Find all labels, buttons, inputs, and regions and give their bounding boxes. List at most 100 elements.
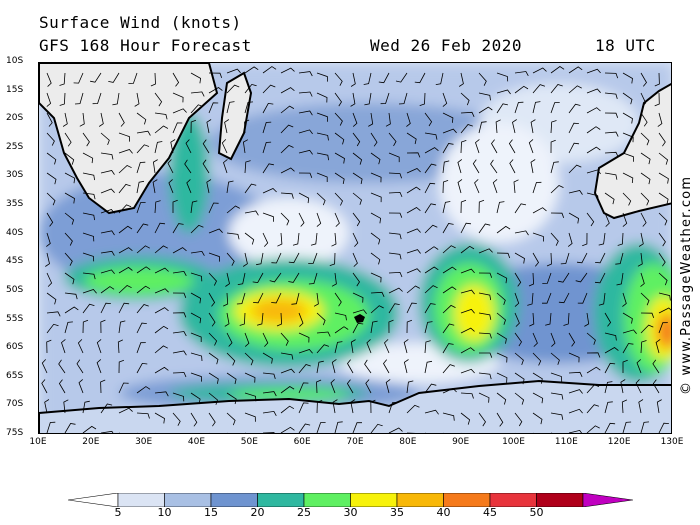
wind-barb	[638, 232, 644, 247]
wind-barb	[496, 272, 508, 284]
wind-barb	[551, 432, 553, 433]
legend-label: 40	[436, 506, 451, 519]
wind-barb	[460, 368, 475, 374]
wind-barb	[298, 172, 313, 178]
wind-barb	[622, 192, 632, 206]
wind-barb	[172, 292, 187, 298]
legend-swatch	[117, 492, 165, 508]
wind-barb	[496, 252, 511, 259]
wind-map[interactable]	[38, 62, 672, 434]
wind-barb	[316, 112, 328, 122]
wind-barb	[331, 272, 337, 287]
wind-barb	[532, 67, 547, 74]
wind-barb	[172, 108, 187, 114]
wind-barb	[128, 72, 138, 84]
wind-barb	[185, 139, 192, 154]
wind-barb	[492, 179, 498, 194]
wind-barb	[334, 172, 345, 184]
lat-label: 10S	[6, 56, 24, 66]
wind-barb	[406, 228, 421, 234]
wind-barb	[118, 149, 133, 154]
wind-barb	[495, 119, 501, 134]
wind-barb	[244, 232, 255, 245]
wind-barb	[223, 292, 229, 307]
wind-barb	[346, 379, 354, 394]
wind-barb	[385, 379, 391, 394]
wind-barb	[621, 399, 628, 414]
wind-barb	[244, 119, 250, 134]
wind-barb	[118, 247, 133, 254]
wind-barb	[276, 312, 283, 327]
wind-barb	[173, 432, 174, 433]
wind-barb	[442, 128, 457, 134]
wind-barb	[224, 119, 230, 134]
wind-barb	[46, 192, 56, 206]
wind-barb	[208, 372, 219, 384]
legend-swatch	[350, 492, 398, 508]
legend-label: 20	[250, 506, 265, 519]
wind-barb	[172, 223, 184, 234]
wind-barb	[118, 132, 130, 142]
wind-barb	[46, 132, 55, 146]
wind-barb	[622, 152, 634, 162]
wind-barb	[352, 252, 358, 267]
wind-barb	[350, 72, 356, 87]
wind-barb	[280, 105, 295, 114]
wind-barb	[550, 66, 565, 74]
wind-barb	[100, 250, 115, 256]
wind-barb	[460, 245, 475, 254]
wind-barb	[154, 288, 169, 294]
wind-barb	[533, 432, 534, 433]
wind-barb	[82, 172, 95, 181]
wind-map-canvas	[39, 63, 671, 433]
wind-barb	[334, 152, 345, 164]
legend-label: 45	[483, 506, 497, 519]
wind-barb	[190, 272, 203, 282]
wind-barb	[298, 332, 310, 343]
wind-barb	[365, 379, 372, 394]
wind-barb	[658, 232, 666, 247]
wind-barb	[435, 72, 444, 85]
wind-barb	[568, 408, 583, 414]
wind-barb	[478, 199, 485, 214]
wind-barb	[298, 364, 311, 374]
wind-barb	[136, 130, 151, 136]
wind-barb	[334, 72, 343, 86]
wind-barb	[244, 352, 254, 366]
wind-barb	[256, 312, 264, 326]
wind-barb	[478, 72, 487, 86]
wind-barb	[532, 101, 541, 114]
wind-barb	[118, 165, 132, 174]
wind-barb	[136, 112, 147, 125]
wind-barb	[403, 359, 409, 374]
wind-barb	[640, 421, 650, 433]
wind-barb	[512, 119, 517, 134]
wind-barb	[208, 228, 223, 234]
wind-barb	[424, 340, 431, 354]
wind-barb	[136, 144, 150, 154]
wind-barb	[529, 312, 535, 327]
wind-barb	[316, 360, 324, 374]
wind-barb	[136, 322, 147, 334]
lat-label: 40S	[6, 227, 24, 238]
wind-barb	[154, 222, 166, 234]
wind-barb	[291, 292, 300, 305]
wind-barb	[256, 252, 264, 266]
wind-barb	[388, 319, 394, 334]
wind-barb	[46, 323, 59, 334]
wind-barb	[395, 72, 408, 83]
wind-barb	[370, 272, 382, 283]
lat-label: 15S	[6, 84, 24, 95]
wind-barb	[223, 159, 228, 174]
wind-barb	[370, 152, 381, 165]
wind-barb	[378, 72, 390, 84]
wind-barb	[622, 329, 637, 335]
wind-barb	[424, 246, 439, 254]
wind-barb	[586, 146, 601, 154]
wind-barb	[154, 245, 168, 254]
wind-barb	[190, 332, 202, 342]
wind-barb	[406, 186, 421, 194]
wind-barb	[496, 292, 506, 306]
lat-label: 65S	[6, 370, 24, 381]
wind-barb	[532, 252, 539, 267]
